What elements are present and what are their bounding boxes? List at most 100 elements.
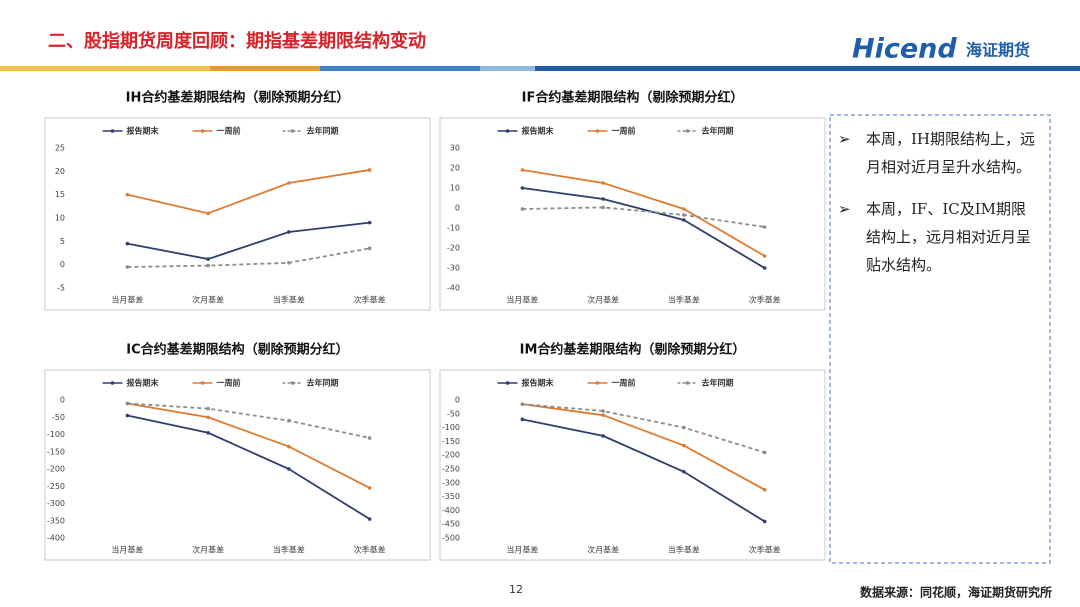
series-line bbox=[127, 221, 370, 260]
chart-title: IH合约基差期限结构（剔除预期分红） bbox=[126, 90, 350, 106]
legend-label: 报告期末 bbox=[522, 378, 554, 388]
y-tick-label: -150 bbox=[442, 437, 460, 446]
series-line bbox=[522, 403, 766, 491]
x-tick-label: 当季基差 bbox=[668, 295, 700, 305]
data-point bbox=[682, 207, 686, 211]
logo: Hicend bbox=[852, 34, 957, 65]
y-tick-label: -100 bbox=[47, 430, 65, 439]
y-tick-label: -150 bbox=[47, 447, 65, 456]
legend-marker bbox=[505, 129, 510, 133]
series-line bbox=[522, 418, 766, 523]
data-point bbox=[762, 450, 767, 455]
legend-label: 一周前 bbox=[217, 378, 241, 388]
y-tick-label: -30 bbox=[447, 264, 460, 273]
y-tick-label: 15 bbox=[55, 190, 65, 199]
series-line bbox=[127, 169, 370, 215]
legend-marker bbox=[110, 129, 115, 133]
bullet: 本周，IH期限结构上，远月相对近月呈升水结构。 bbox=[838, 125, 1040, 181]
notes: 本周，IH期限结构上，远月相对近月呈升水结构。 本周，IF、IC及IM期限结构上… bbox=[838, 125, 1040, 293]
data-point bbox=[601, 434, 605, 438]
y-tick-label: 5 bbox=[60, 237, 65, 246]
y-tick-label: 10 bbox=[450, 184, 460, 193]
data-point bbox=[206, 211, 210, 216]
data-point bbox=[367, 486, 372, 490]
legend-label: 一周前 bbox=[612, 126, 636, 136]
series-line bbox=[522, 206, 765, 228]
legend-marker bbox=[110, 381, 115, 385]
data-point bbox=[206, 415, 210, 420]
data-point bbox=[762, 487, 767, 492]
series-line bbox=[522, 169, 766, 257]
logo-cn: 海证期货 bbox=[966, 41, 1030, 60]
y-tick-label: -500 bbox=[442, 534, 460, 543]
y-tick-label: 20 bbox=[55, 167, 65, 176]
legend-marker bbox=[595, 129, 600, 133]
y-tick-label: -450 bbox=[442, 520, 460, 529]
data-point bbox=[520, 417, 525, 422]
y-tick-label: -100 bbox=[442, 423, 460, 432]
data-point bbox=[125, 413, 130, 418]
data-point bbox=[762, 225, 767, 229]
chart-frame bbox=[439, 369, 826, 561]
data-point bbox=[367, 246, 372, 251]
x-tick-label: 当月基差 bbox=[506, 295, 538, 305]
data-point bbox=[682, 443, 686, 448]
chart-title: IC合约基差期限结构（剔除预期分红） bbox=[126, 342, 348, 358]
y-tick-label: -400 bbox=[47, 534, 65, 543]
header-bar bbox=[210, 66, 320, 71]
y-tick-label: -10 bbox=[447, 224, 460, 233]
data-point bbox=[367, 220, 372, 225]
x-tick-label: 当季基差 bbox=[273, 295, 305, 305]
x-tick-label: 次季基差 bbox=[749, 545, 781, 555]
legend-marker bbox=[685, 381, 690, 385]
legend-marker bbox=[290, 129, 295, 133]
y-tick-label: 10 bbox=[55, 214, 65, 223]
data-point bbox=[287, 444, 291, 449]
data-point bbox=[125, 192, 130, 197]
y-tick-label: 30 bbox=[450, 144, 460, 153]
y-tick-label: -300 bbox=[442, 478, 460, 487]
data-point bbox=[601, 197, 605, 201]
y-tick-label: -50 bbox=[52, 413, 65, 422]
y-tick-label: -350 bbox=[47, 516, 65, 525]
data-point bbox=[682, 213, 686, 217]
y-tick-label: -350 bbox=[442, 492, 460, 501]
header-bar bbox=[535, 66, 1080, 71]
y-tick-label: 25 bbox=[55, 144, 65, 153]
y-tick-label: -40 bbox=[447, 284, 460, 293]
x-tick-label: 次季基差 bbox=[354, 545, 386, 555]
legend-marker bbox=[290, 381, 295, 385]
series-line bbox=[127, 247, 370, 268]
legend-label: 去年同期 bbox=[702, 126, 734, 136]
chart-title: IM合约基差期限结构（剔除预期分红） bbox=[520, 342, 746, 358]
source: 数据来源：同花顺，海证期货研究所 bbox=[860, 585, 1052, 600]
data-point bbox=[206, 257, 210, 261]
x-tick-label: 当季基差 bbox=[668, 545, 700, 555]
legend-marker bbox=[685, 129, 690, 133]
x-tick-label: 当季基差 bbox=[273, 545, 305, 555]
series-line bbox=[522, 403, 765, 454]
data-point bbox=[682, 469, 686, 474]
x-tick-label: 次季基差 bbox=[354, 295, 386, 305]
data-point bbox=[287, 230, 291, 234]
data-point bbox=[206, 430, 210, 435]
x-tick-label: 次月基差 bbox=[192, 295, 224, 305]
chart-frame bbox=[44, 117, 431, 311]
data-point bbox=[287, 181, 291, 185]
data-point bbox=[682, 425, 686, 430]
page-number: 12 bbox=[509, 583, 523, 596]
y-tick-label: -200 bbox=[442, 451, 460, 460]
data-point bbox=[206, 406, 210, 411]
series-line bbox=[522, 187, 766, 269]
data-point bbox=[601, 181, 605, 185]
y-tick-label: 20 bbox=[450, 164, 460, 173]
series-line bbox=[127, 402, 370, 439]
x-tick-label: 次月基差 bbox=[192, 545, 224, 555]
x-tick-label: 当月基差 bbox=[111, 545, 143, 555]
data-point bbox=[367, 168, 372, 172]
data-point bbox=[206, 263, 210, 268]
legend-label: 报告期末 bbox=[127, 378, 159, 388]
series-line bbox=[127, 402, 371, 489]
